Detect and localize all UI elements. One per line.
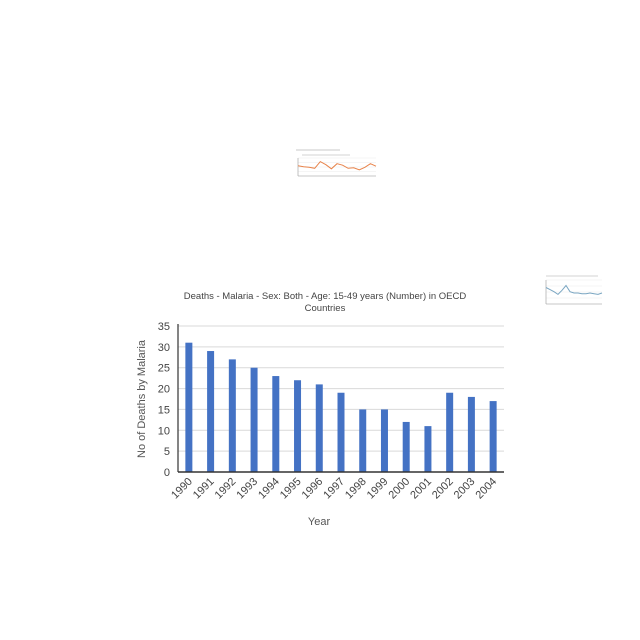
thumbnail-chart-orange-svg	[296, 149, 377, 177]
bar	[250, 367, 258, 472]
bar	[380, 409, 388, 472]
bar	[294, 380, 302, 472]
y-tick-label: 35	[158, 321, 170, 333]
bar	[315, 384, 323, 472]
bar	[207, 351, 215, 472]
x-tick-label: 1991	[191, 476, 217, 502]
y-tick-label: 0	[164, 467, 170, 479]
thumbnail-series-line	[297, 160, 377, 171]
x-tick-label: 1990	[169, 476, 195, 502]
bar	[359, 409, 367, 472]
y-tick-label: 30	[158, 342, 170, 354]
x-tick-label: 1999	[365, 476, 391, 502]
bar	[228, 359, 236, 472]
bar	[424, 426, 432, 472]
x-tick-label: 1996	[300, 476, 326, 502]
bar	[337, 392, 345, 472]
x-tick-label: 1998	[343, 476, 369, 502]
x-tick-label: 1995	[278, 476, 304, 502]
y-axis-label: No of Deaths by Malaria	[136, 339, 148, 458]
thumbnail-chart-orange	[284, 134, 380, 206]
thumbnail-chart-blue-svg	[545, 275, 603, 305]
bar	[402, 421, 410, 472]
x-tick-label: 1997	[321, 476, 347, 502]
bar	[489, 401, 497, 472]
bar	[446, 392, 454, 472]
x-tick-label: 2000	[387, 476, 413, 502]
x-tick-label: 1992	[213, 476, 239, 502]
x-axis-label: Year	[308, 516, 331, 528]
x-tick-label: 2003	[452, 476, 478, 502]
thumbnail-chart-blue	[540, 272, 606, 318]
y-tick-label: 5	[164, 446, 170, 458]
malaria-bar-chart: Deaths - Malaria - Sex: Both - Age: 15-4…	[130, 283, 520, 533]
chart-title-line-2: Countries	[305, 303, 346, 314]
malaria-bar-chart-svg: Deaths - Malaria - Sex: Both - Age: 15-4…	[136, 291, 504, 528]
thumbnail-series-line	[545, 284, 603, 296]
x-tick-label: 2004	[473, 476, 499, 502]
x-tick-label: 2001	[408, 476, 434, 502]
chart-title-line-1: Deaths - Malaria - Sex: Both - Age: 15-4…	[184, 291, 467, 302]
x-tick-label: 2002	[430, 476, 456, 502]
x-tick-label: 1993	[234, 476, 260, 502]
bar	[185, 342, 193, 472]
y-tick-label: 25	[158, 363, 170, 375]
y-tick-label: 20	[158, 384, 170, 396]
y-tick-label: 10	[158, 425, 170, 437]
bar	[467, 396, 475, 472]
x-tick-label: 1994	[256, 476, 282, 502]
y-tick-label: 15	[158, 404, 170, 416]
bar	[272, 376, 280, 472]
